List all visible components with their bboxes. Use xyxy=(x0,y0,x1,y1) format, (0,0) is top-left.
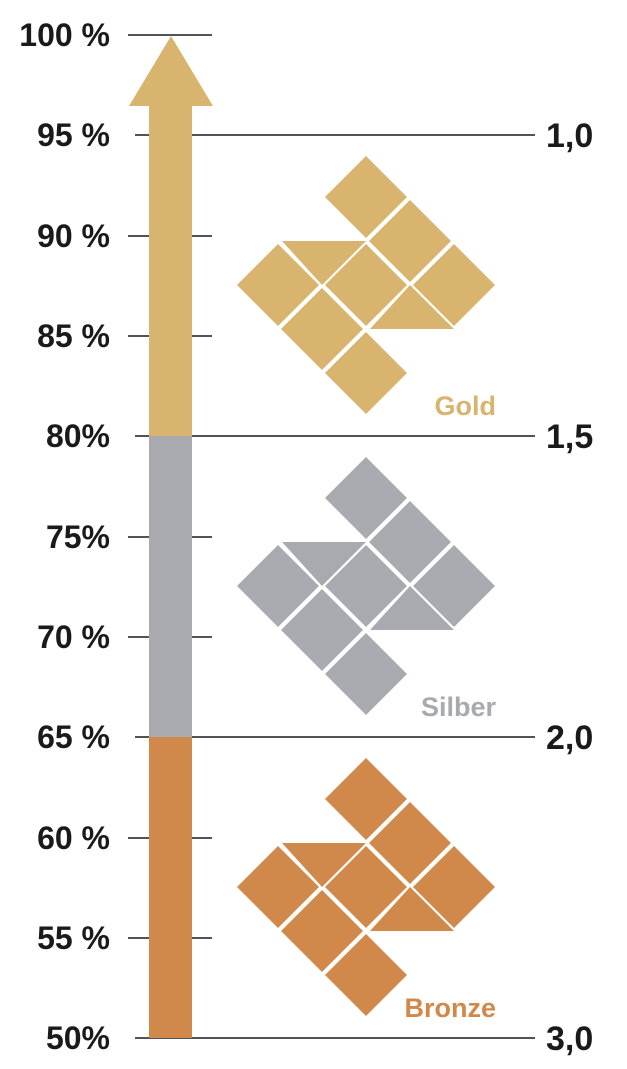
grade-labels: 1,0 1,5 2,0 3,0 xyxy=(546,117,593,1058)
percent-label-85: 85 % xyxy=(37,318,110,354)
percent-label-100: 100 % xyxy=(19,17,110,53)
bronze-band xyxy=(149,737,192,1038)
percent-label-50: 50% xyxy=(46,1020,110,1056)
percent-label-60: 60 % xyxy=(37,820,110,856)
scale-arrow xyxy=(129,36,213,1038)
gold-band xyxy=(149,104,192,436)
silver-seal-mark xyxy=(236,456,496,716)
percent-label-90: 90 % xyxy=(37,218,110,254)
percent-label-55: 55 % xyxy=(37,920,110,956)
tier-label-gold: Gold xyxy=(435,391,497,421)
gold-seal-mark xyxy=(236,155,496,415)
silver-band xyxy=(149,436,192,737)
grade-label-2-0: 2,0 xyxy=(546,719,593,757)
bronze-seal-mark xyxy=(236,757,496,1017)
tier-label-silber: Silber xyxy=(421,692,497,722)
percent-label-65: 65 % xyxy=(37,719,110,755)
grade-boundary-lines xyxy=(135,134,535,1039)
percent-label-70: 70 % xyxy=(37,619,110,655)
grade-label-1-5: 1,5 xyxy=(546,418,593,456)
grade-label-1-0: 1,0 xyxy=(546,117,593,155)
tier-label-bronze: Bronze xyxy=(404,993,496,1023)
percent-label-95: 95 % xyxy=(37,117,110,153)
percent-label-80: 80% xyxy=(46,418,110,454)
arrow-head xyxy=(129,36,213,106)
grade-label-3-0: 3,0 xyxy=(546,1020,593,1058)
percent-labels: 100 % 95 % 90 % 85 % 80% 75% 70 % 65 % 6… xyxy=(19,17,110,1056)
percent-label-75: 75% xyxy=(46,519,110,555)
